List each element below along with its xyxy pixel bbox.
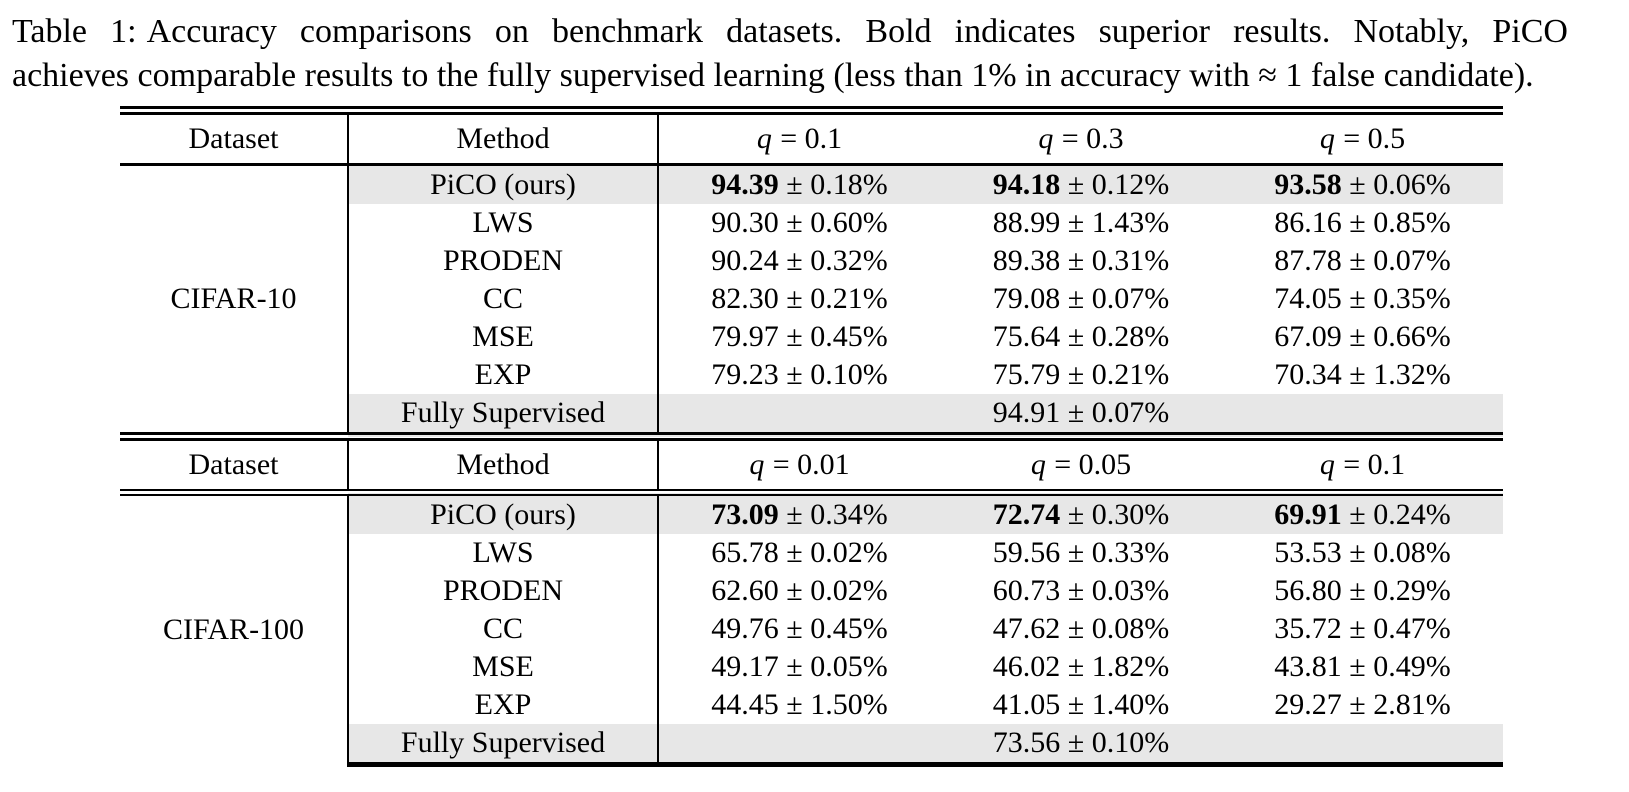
caption-text-1: Accuracy comparisons on benchmark datase… — [146, 13, 1568, 50]
table-row-lws: LWS 65.78 ± 0.02% 59.56 ± 0.33% 53.53 ± 0.0… — [120, 534, 1503, 572]
method-cell: EXP — [348, 356, 659, 394]
value-cell: 73.56 ± 0.10% — [658, 724, 1503, 767]
table-caption: Table 1: Accuracy comparisons on benchmar… — [12, 10, 1568, 98]
value-cell: 89.38 ± 0.31% — [992, 244, 1170, 277]
q-symbol: q — [1038, 122, 1054, 155]
table-row-proden: PRODEN 62.60 ± 0.02% 60.73 ± 0.03% 56.80 ± … — [120, 572, 1503, 610]
value-cell: 87.78 ± 0.07% — [1274, 244, 1451, 277]
value-cell: 86.16 ± 0.85% — [1274, 206, 1451, 239]
header-dataset: Dataset — [120, 432, 349, 496]
value-cell: 67.09 ± 0.66% — [1274, 320, 1451, 353]
value-cell: 35.72 ± 0.47% — [1274, 612, 1451, 645]
value-cell: 60.73 ± 0.03% — [992, 574, 1170, 607]
header-row-cifar100: Dataset Method q = 0.01 q = 0.05 q = 0.1 — [120, 432, 1503, 496]
value-cell: 94.39 ± 0.18% — [711, 168, 888, 201]
method-cell: MSE — [348, 318, 659, 356]
table-row-pico: CIFAR-100 PiCO (ours) 73.09 ± 0.34% 72.74… — [120, 492, 1503, 765]
value-cell: 90.30 ± 0.60% — [711, 206, 888, 239]
q-symbol: q — [1030, 448, 1046, 481]
value-cell: 93.58 ± 0.06% — [1274, 168, 1451, 201]
caption-line-2: achieves comparable results to the fully… — [12, 57, 1534, 94]
method-cell: MSE — [348, 648, 659, 686]
value-cell: 43.81 ± 0.49% — [1274, 650, 1451, 683]
dataset-cell: CIFAR-100 — [120, 492, 349, 765]
caption-line-1: Table 1: Accuracy comparisons on benchmar… — [12, 10, 1568, 54]
method-cell: CC — [348, 610, 659, 648]
table-row-mse: MSE 49.17 ± 0.05% 46.02 ± 1.82% 43.81 ± 0.4… — [120, 648, 1503, 686]
value-cell: 44.45 ± 1.50% — [711, 688, 888, 721]
header-row-cifar10: Dataset Method q = 0.1 q = 0.3 q = 0.5 — [120, 106, 1503, 166]
method-cell: PiCO (ours) — [348, 492, 659, 534]
value-cell: 79.08 ± 0.07% — [992, 282, 1170, 315]
value-cell: 69.91 ± 0.24% — [1274, 498, 1451, 531]
header-q2: q = 0.05 — [940, 432, 1222, 496]
value-cell: 73.09 ± 0.34% — [711, 498, 888, 531]
method-cell: PiCO (ours) — [348, 164, 659, 204]
q-value: = 0.05 — [1054, 448, 1132, 481]
header-q1: q = 0.01 — [658, 432, 940, 496]
value-cell: 29.27 ± 2.81% — [1274, 688, 1451, 721]
value-cell: 70.34 ± 1.32% — [1274, 358, 1451, 391]
value-cell: 49.76 ± 0.45% — [711, 612, 888, 645]
fully-supervised-row: Fully Supervised 73.56 ± 0.10% — [120, 724, 1503, 767]
caption-label: Table 1: — [12, 13, 137, 50]
q-symbol: q — [1319, 122, 1335, 155]
value-cell: 53.53 ± 0.08% — [1274, 536, 1451, 569]
method-cell: LWS — [348, 204, 659, 242]
method-cell: Fully Supervised — [348, 724, 659, 767]
value-cell: 74.05 ± 0.35% — [1274, 282, 1451, 315]
value-cell: 49.17 ± 0.05% — [711, 650, 888, 683]
method-cell: EXP — [348, 686, 659, 724]
value-cell: 75.79 ± 0.21% — [992, 358, 1170, 391]
table-row-lws: LWS 90.30 ± 0.60% 88.99 ± 1.43% 86.16 ± 0.8… — [120, 204, 1503, 242]
value-cell: 72.74 ± 0.30% — [992, 498, 1170, 531]
value-cell: 56.80 ± 0.29% — [1274, 574, 1451, 607]
value-cell: 75.64 ± 0.28% — [992, 320, 1170, 353]
q-value: = 0.3 — [1061, 122, 1124, 155]
header-q3: q = 0.1 — [1222, 432, 1503, 496]
value-cell: 62.60 ± 0.02% — [711, 574, 888, 607]
q-value: = 0.5 — [1343, 122, 1406, 155]
value-cell: 94.91 ± 0.07% — [992, 396, 1170, 429]
q-value: = 0.1 — [1343, 448, 1406, 481]
table-row-mse: MSE 79.97 ± 0.45% 75.64 ± 0.28% 67.09 ± 0.6… — [120, 318, 1503, 356]
header-method: Method — [348, 432, 659, 496]
fully-supervised-row: Fully Supervised 94.91 ± 0.07% — [120, 394, 1503, 437]
method-cell: PRODEN — [348, 242, 659, 280]
header-q3: q = 0.5 — [1222, 106, 1503, 166]
q-symbol: q — [756, 122, 772, 155]
method-cell: CC — [348, 280, 659, 318]
value-cell: 94.18 ± 0.12% — [992, 168, 1170, 201]
method-cell: Fully Supervised — [348, 394, 659, 437]
value-cell: 88.99 ± 1.43% — [992, 206, 1170, 239]
dataset-cell: CIFAR-10 — [120, 164, 349, 437]
value-cell: 65.78 ± 0.02% — [711, 536, 888, 569]
header-q1: q = 0.1 — [658, 106, 940, 166]
results-table: Dataset Method q = 0.1 q = 0.3 q = 0.5 CIFA… — [120, 106, 1503, 767]
value-cell: 90.24 ± 0.32% — [711, 244, 888, 277]
header-q2: q = 0.3 — [940, 106, 1222, 166]
table-row-cc: CC 49.76 ± 0.45% 47.62 ± 0.08% 35.72 ± 0.47… — [120, 610, 1503, 648]
table-row-pico: CIFAR-10 PiCO (ours) 94.39 ± 0.18% 94.18 ±… — [120, 164, 1503, 437]
q-value: = 0.01 — [772, 448, 850, 481]
value-cell: 47.62 ± 0.08% — [992, 612, 1170, 645]
header-dataset: Dataset — [120, 106, 349, 166]
q-symbol: q — [749, 448, 765, 481]
table-row-exp: EXP 44.45 ± 1.50% 41.05 ± 1.40% 29.27 ± 2.8… — [120, 686, 1503, 724]
table-row-cc: CC 82.30 ± 0.21% 79.08 ± 0.07% 74.05 ± 0.35… — [120, 280, 1503, 318]
value-cell: 59.56 ± 0.33% — [992, 536, 1170, 569]
value-cell: 79.97 ± 0.45% — [711, 320, 888, 353]
value-cell: 46.02 ± 1.82% — [992, 650, 1170, 683]
q-symbol: q — [1319, 448, 1335, 481]
method-cell: PRODEN — [348, 572, 659, 610]
value-cell: 79.23 ± 0.10% — [711, 358, 888, 391]
header-method: Method — [348, 106, 659, 166]
table-row-exp: EXP 79.23 ± 0.10% 75.79 ± 0.21% 70.34 ± 1.3… — [120, 356, 1503, 394]
method-cell: LWS — [348, 534, 659, 572]
value-cell: 41.05 ± 1.40% — [992, 688, 1170, 721]
value-cell: 82.30 ± 0.21% — [711, 282, 888, 315]
q-value: = 0.1 — [780, 122, 843, 155]
table-row-proden: PRODEN 90.24 ± 0.32% 89.38 ± 0.31% 87.78 ± … — [120, 242, 1503, 280]
